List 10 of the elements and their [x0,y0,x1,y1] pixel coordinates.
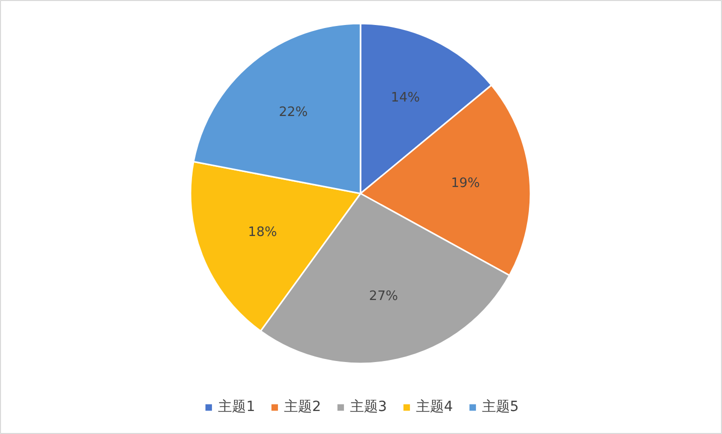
data-label: 22% [278,104,308,120]
data-label: 27% [369,288,398,304]
legend-label: 主题2 [284,398,322,416]
legend-label: 主题4 [416,398,453,416]
legend-label: 主题3 [350,398,387,416]
legend-label: 主题5 [482,398,519,416]
data-label: 19% [450,176,480,192]
data-label: 14% [390,90,420,106]
data-label: 18% [248,224,277,240]
legend-label: 主题1 [218,398,256,416]
